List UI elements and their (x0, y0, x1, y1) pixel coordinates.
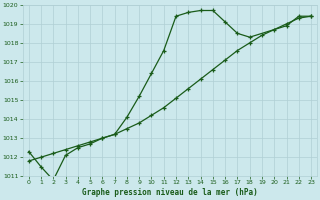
X-axis label: Graphe pression niveau de la mer (hPa): Graphe pression niveau de la mer (hPa) (82, 188, 258, 197)
